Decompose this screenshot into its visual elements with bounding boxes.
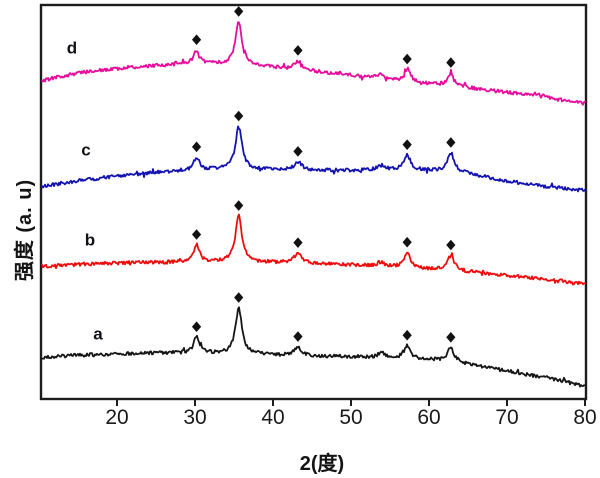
peak-diamond-icon xyxy=(446,332,456,343)
xrd-curve-c xyxy=(41,125,586,193)
peak-diamond-icon xyxy=(191,34,202,46)
peak-diamond-icon xyxy=(402,329,412,341)
x-tick-label: 50 xyxy=(339,406,363,429)
y-axis-label: 强度 (a. u) xyxy=(14,178,36,282)
x-tick-label: 30 xyxy=(183,406,207,429)
series-label-b: b xyxy=(84,230,96,250)
peak-diamond-icon xyxy=(293,146,303,157)
peak-diamond-icon xyxy=(293,237,303,248)
xrd-curve-d xyxy=(41,21,586,106)
x-tick-label: 80 xyxy=(573,406,597,429)
x-axis-label: 2(度) xyxy=(299,453,345,475)
peak-diamond-icon xyxy=(402,53,412,65)
series-label-d: d xyxy=(66,38,78,58)
x-tick-label: 70 xyxy=(495,406,519,429)
peak-diamond-icon xyxy=(191,141,202,153)
xrd-curve-a xyxy=(41,306,586,388)
peak-diamond-icon xyxy=(446,137,456,148)
peak-diamond-icon xyxy=(293,45,303,56)
peak-diamond-icon xyxy=(191,321,202,333)
series-label-a: a xyxy=(93,324,103,344)
x-tick-label: 60 xyxy=(417,406,441,429)
peak-diamond-icon xyxy=(234,200,244,211)
peak-diamond-icon xyxy=(293,331,303,342)
peak-diamond-icon xyxy=(446,239,456,251)
plot-frame xyxy=(39,3,588,401)
peak-diamond-icon xyxy=(402,139,412,150)
peak-diamond-icon xyxy=(234,110,244,122)
peak-diamond-icon xyxy=(234,6,244,17)
peak-diamond-icon xyxy=(446,57,456,68)
x-tick-label: 20 xyxy=(105,406,129,429)
peak-diamond-icon xyxy=(402,236,412,248)
series-label-c: c xyxy=(81,140,91,160)
xrd-curve-b xyxy=(41,213,586,286)
peak-diamond-icon xyxy=(234,292,244,303)
x-tick-label: 40 xyxy=(261,406,285,429)
peak-diamond-icon xyxy=(191,229,202,240)
